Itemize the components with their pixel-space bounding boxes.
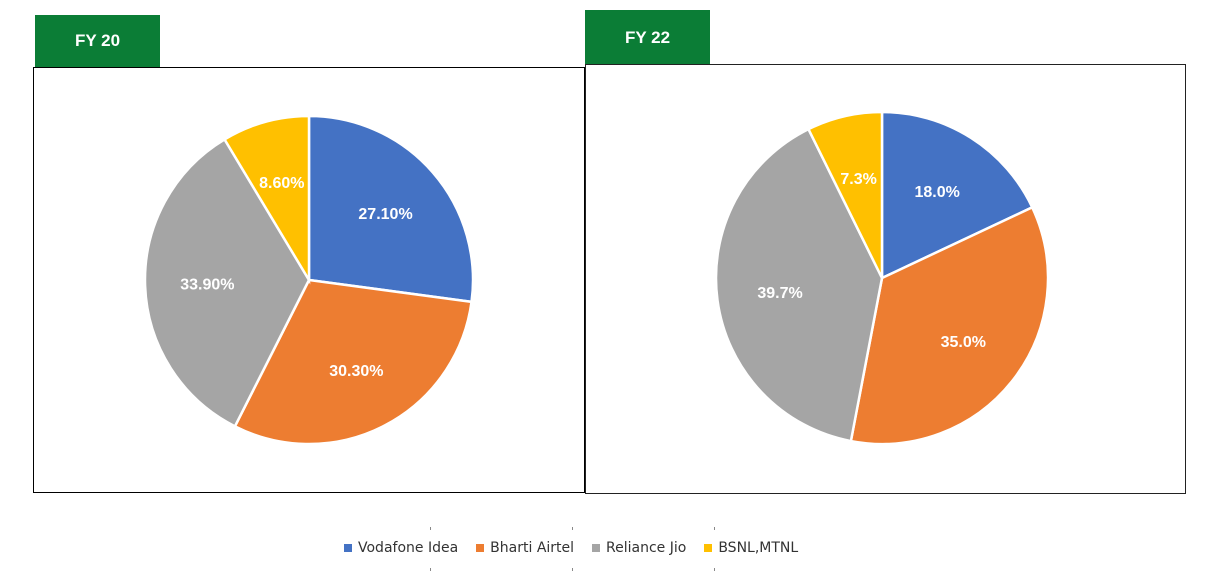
tab-fy20: FY 20 xyxy=(35,15,160,67)
legend-tick xyxy=(430,568,431,571)
legend-label-vodafone: Vodafone Idea xyxy=(358,540,459,556)
legend-swatch-jio xyxy=(592,544,601,552)
pie-slice-jio xyxy=(143,137,311,429)
pie-slice-vodafone xyxy=(880,110,1034,280)
legend-label-bsnl: BSNL,MTNL xyxy=(718,540,799,556)
legend-tick xyxy=(572,527,573,530)
legend-label-jio: Reliance Jio xyxy=(606,540,687,556)
legend-tick xyxy=(714,527,715,530)
chart-legend: Vodafone Idea Bharti Airtel Reliance Jio… xyxy=(344,540,816,556)
tab-fy22: FY 22 xyxy=(585,10,710,65)
legend-tick xyxy=(714,568,715,571)
data-label-vodafone: 18.0% xyxy=(914,184,959,201)
legend-swatch-bsnl xyxy=(704,544,713,552)
legend-item-vodafone: Vodafone Idea xyxy=(344,540,458,556)
pie-slice-bsnl xyxy=(806,110,884,279)
data-label-airtel: 35.0% xyxy=(941,334,986,351)
pie-slice-jio xyxy=(714,127,884,443)
legend-item-jio: Reliance Jio xyxy=(592,540,686,556)
pie-slice-vodafone xyxy=(307,114,475,304)
pie-slice-airtel xyxy=(233,278,473,446)
data-label-jio: 39.7% xyxy=(757,285,802,302)
legend-label-airtel: Bharti Airtel xyxy=(490,540,575,556)
legend-tick xyxy=(572,568,573,571)
tab-fy20-label: FY 20 xyxy=(74,31,121,50)
data-label-bsnl: 7.3% xyxy=(840,171,876,188)
legend-item-airtel: Bharti Airtel xyxy=(476,540,574,556)
pie-slice-airtel xyxy=(849,205,1050,446)
legend-swatch-vodafone xyxy=(344,544,352,552)
data-label-jio: 33.90% xyxy=(180,277,234,294)
legend-tick xyxy=(430,527,431,530)
legend-item-bsnl: BSNL,MTNL xyxy=(704,540,798,556)
pie-slice-bsnl xyxy=(222,114,311,285)
tab-fy22-label: FY 22 xyxy=(624,27,671,47)
legend-swatch-airtel xyxy=(476,544,485,552)
data-label-airtel: 30.30% xyxy=(329,363,383,380)
data-label-vodafone: 27.10% xyxy=(358,206,412,223)
data-label-bsnl: 8.60% xyxy=(259,175,304,192)
